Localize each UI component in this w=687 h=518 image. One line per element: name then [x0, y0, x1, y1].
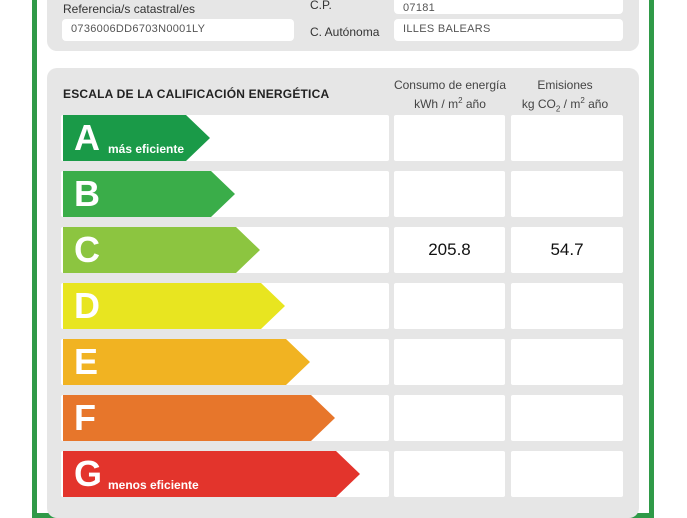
- rating-arrow-f: F: [63, 395, 335, 441]
- consumo-value-b: [394, 171, 505, 217]
- emisiones-value-e: [511, 339, 623, 385]
- referencia-label: Referencia/s catastral/es: [63, 2, 196, 16]
- rating-letter-e: E: [74, 341, 99, 382]
- rating-letter-a: A: [74, 117, 100, 158]
- rating-arrow-e: E: [63, 339, 310, 385]
- rating-arrow-d: D: [63, 283, 285, 329]
- autonoma-label: C. Autónoma: [310, 25, 380, 39]
- emisiones-header-line1: Emisiones: [537, 78, 593, 92]
- rating-letter-b: B: [74, 173, 100, 214]
- consumo-value-c: 205.8: [394, 227, 505, 273]
- emisiones-column-header: Emisiones kg CO2 / m2 año: [505, 77, 625, 117]
- rating-letter-d: D: [74, 285, 100, 326]
- rating-arrow-a: A más eficiente: [63, 115, 210, 161]
- rating-arrow-c: C: [63, 227, 260, 273]
- rating-letter-g: G: [74, 453, 103, 494]
- cp-field: 07181: [394, 0, 623, 14]
- consumo-header-line2: kWh / m2 año: [414, 96, 486, 111]
- rating-arrow-g: G menos eficiente: [63, 451, 360, 497]
- emisiones-header-line2: kg CO2 / m2 año: [521, 96, 609, 114]
- consumo-value-e: [394, 339, 505, 385]
- cp-label: C.P.: [310, 0, 332, 12]
- rating-arrow-b: B: [63, 171, 235, 217]
- rating-sublabel-g: menos eficiente: [108, 478, 199, 492]
- emisiones-value-d: [511, 283, 623, 329]
- scale-title: ESCALA DE LA CALIFICACIÓN ENERGÉTICA: [63, 87, 330, 101]
- consumo-value-a: [394, 115, 505, 161]
- rating-letter-c: C: [74, 229, 100, 270]
- consumo-value-g: [394, 451, 505, 497]
- consumo-value-d: [394, 283, 505, 329]
- emisiones-value-b: [511, 171, 623, 217]
- rating-letter-f: F: [74, 397, 96, 438]
- emisiones-value-a: [511, 115, 623, 161]
- emisiones-value-f: [511, 395, 623, 441]
- referencia-field: 0736006DD6703N0001LY: [62, 19, 294, 41]
- emisiones-value-c: 54.7: [511, 227, 623, 273]
- consumo-column-header: Consumo de energía kWh / m2 año: [388, 77, 512, 112]
- autonoma-field: ILLES BALEARS: [394, 19, 623, 41]
- rating-sublabel-a: más eficiente: [108, 142, 185, 156]
- emisiones-value-g: [511, 451, 623, 497]
- consumo-header-line1: Consumo de energía: [393, 78, 507, 92]
- consumo-value-f: [394, 395, 505, 441]
